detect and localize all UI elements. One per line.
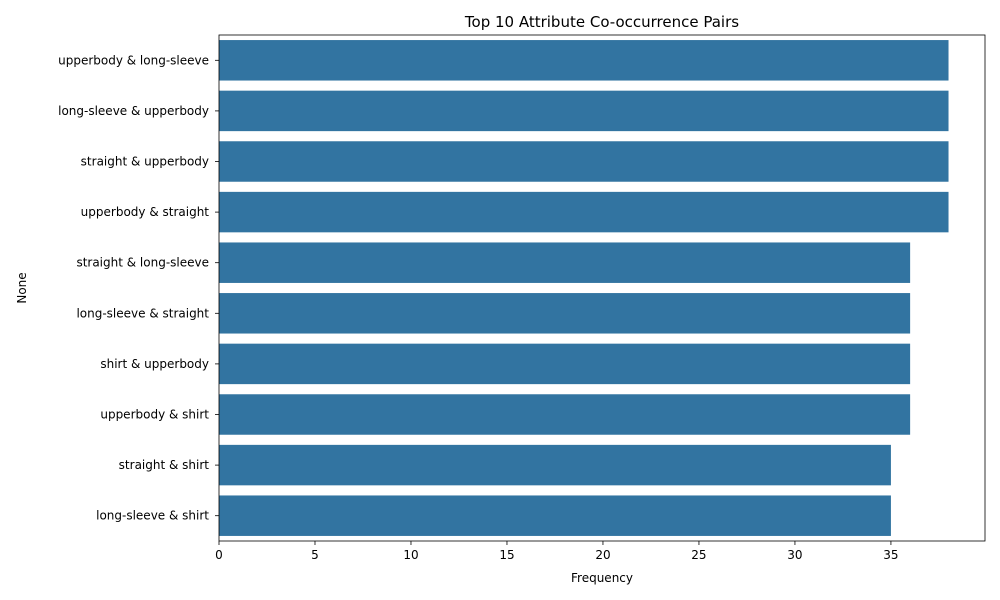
y-axis-label: None	[15, 272, 29, 303]
x-tick-label: 10	[403, 548, 418, 562]
x-axis-label: Frequency	[571, 571, 633, 585]
bar-6	[219, 293, 910, 333]
bar-5	[219, 242, 910, 282]
bar-1	[219, 40, 949, 80]
y-tick-label: shirt & upperbody	[100, 357, 209, 371]
x-tick-label: 15	[499, 548, 514, 562]
bars	[219, 40, 949, 536]
y-tick-label: upperbody & straight	[81, 205, 210, 219]
y-tick-label: upperbody & shirt	[100, 408, 209, 422]
x-tick-label: 20	[595, 548, 610, 562]
x-tick-label: 30	[787, 548, 802, 562]
x-tick-label: 0	[215, 548, 223, 562]
y-tick-label: straight & long-sleeve	[76, 256, 209, 270]
y-tick-label: long-sleeve & shirt	[96, 509, 209, 523]
y-tick-label: long-sleeve & upperbody	[58, 104, 209, 118]
x-tick-label: 25	[691, 548, 706, 562]
x-ticks: 0 5 10 15 20 25 30 35	[215, 541, 898, 562]
chart-title: Top 10 Attribute Co-occurrence Pairs	[464, 13, 739, 31]
y-tick-label: straight & shirt	[119, 458, 210, 472]
x-tick-label: 35	[883, 548, 898, 562]
x-tick-label: 5	[311, 548, 319, 562]
y-ticks: upperbody & long-sleeve long-sleeve & upp…	[58, 53, 219, 522]
y-tick-label: upperbody & long-sleeve	[58, 53, 209, 67]
y-tick-label: straight & upperbody	[81, 155, 209, 169]
bar-9	[219, 445, 891, 485]
y-tick-label: long-sleeve & straight	[76, 306, 209, 320]
bar-7	[219, 344, 910, 384]
bar-3	[219, 141, 949, 181]
bar-2	[219, 91, 949, 131]
bar-8	[219, 394, 910, 434]
bar-4	[219, 192, 949, 232]
bar-10	[219, 495, 891, 535]
